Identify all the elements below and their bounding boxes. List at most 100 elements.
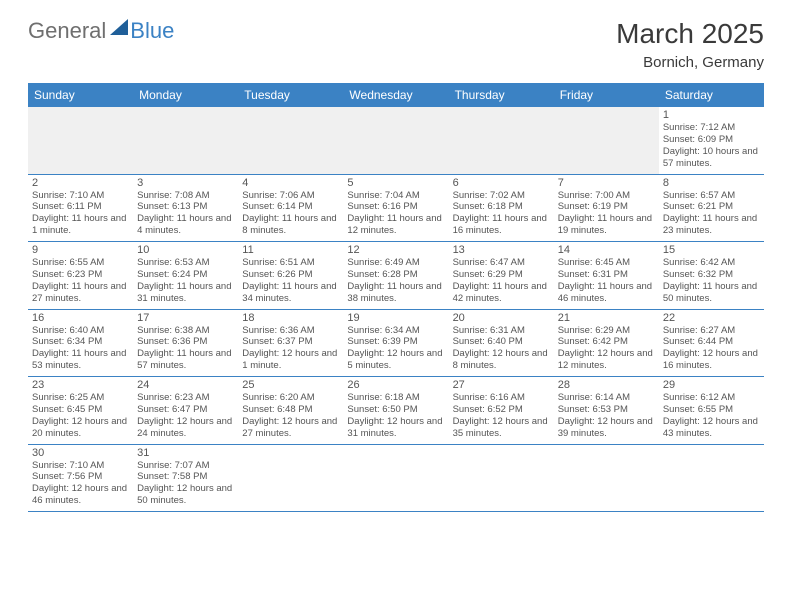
calendar-day-cell: 7Sunrise: 7:00 AMSunset: 6:19 PMDaylight… xyxy=(554,175,659,242)
daylight-line: Daylight: 12 hours and 50 minutes. xyxy=(137,483,234,507)
calendar-day-cell: 4Sunrise: 7:06 AMSunset: 6:14 PMDaylight… xyxy=(238,175,343,242)
calendar-day-cell: 21Sunrise: 6:29 AMSunset: 6:42 PMDayligh… xyxy=(554,310,659,377)
day-info: Sunrise: 7:04 AMSunset: 6:16 PMDaylight:… xyxy=(347,190,444,238)
sunrise-line: Sunrise: 6:51 AM xyxy=(242,257,339,269)
sunrise-line: Sunrise: 7:06 AM xyxy=(242,190,339,202)
calendar-week-row: 30Sunrise: 7:10 AMSunset: 7:56 PMDayligh… xyxy=(28,445,764,513)
daylight-line: Daylight: 11 hours and 12 minutes. xyxy=(347,213,444,237)
day-info: Sunrise: 6:49 AMSunset: 6:28 PMDaylight:… xyxy=(347,257,444,305)
calendar-day-cell: 29Sunrise: 6:12 AMSunset: 6:55 PMDayligh… xyxy=(659,377,764,444)
day-info: Sunrise: 7:08 AMSunset: 6:13 PMDaylight:… xyxy=(137,190,234,238)
calendar-day-cell: 14Sunrise: 6:45 AMSunset: 6:31 PMDayligh… xyxy=(554,242,659,309)
sunset-line: Sunset: 6:55 PM xyxy=(663,404,760,416)
sunrise-line: Sunrise: 6:55 AM xyxy=(32,257,129,269)
daylight-line: Daylight: 10 hours and 57 minutes. xyxy=(663,146,760,170)
sunrise-line: Sunrise: 6:16 AM xyxy=(453,392,550,404)
calendar-day-cell: 31Sunrise: 7:07 AMSunset: 7:58 PMDayligh… xyxy=(133,445,238,512)
day-info: Sunrise: 7:07 AMSunset: 7:58 PMDaylight:… xyxy=(137,460,234,508)
calendar-day-cell: 2Sunrise: 7:10 AMSunset: 6:11 PMDaylight… xyxy=(28,175,133,242)
sunrise-line: Sunrise: 6:49 AM xyxy=(347,257,444,269)
sunset-line: Sunset: 6:19 PM xyxy=(558,201,655,213)
sunrise-line: Sunrise: 7:07 AM xyxy=(137,460,234,472)
calendar-empty-cell xyxy=(343,107,448,174)
day-number: 13 xyxy=(453,244,550,256)
sunset-line: Sunset: 6:29 PM xyxy=(453,269,550,281)
calendar-week-row: 2Sunrise: 7:10 AMSunset: 6:11 PMDaylight… xyxy=(28,175,764,243)
weekday-header-row: SundayMondayTuesdayWednesdayThursdayFrid… xyxy=(28,83,764,107)
day-info: Sunrise: 7:00 AMSunset: 6:19 PMDaylight:… xyxy=(558,190,655,238)
daylight-line: Daylight: 11 hours and 1 minute. xyxy=(32,213,129,237)
calendar-day-cell: 17Sunrise: 6:38 AMSunset: 6:36 PMDayligh… xyxy=(133,310,238,377)
day-number: 10 xyxy=(137,244,234,256)
weekday-header-cell: Monday xyxy=(133,83,238,107)
sunrise-line: Sunrise: 6:57 AM xyxy=(663,190,760,202)
calendar-day-cell: 24Sunrise: 6:23 AMSunset: 6:47 PMDayligh… xyxy=(133,377,238,444)
day-number: 20 xyxy=(453,312,550,324)
sunrise-line: Sunrise: 6:45 AM xyxy=(558,257,655,269)
sunset-line: Sunset: 6:21 PM xyxy=(663,201,760,213)
weekday-header-cell: Sunday xyxy=(28,83,133,107)
month-title: March 2025 xyxy=(616,18,764,50)
calendar-day-cell: 11Sunrise: 6:51 AMSunset: 6:26 PMDayligh… xyxy=(238,242,343,309)
sunset-line: Sunset: 6:16 PM xyxy=(347,201,444,213)
weekday-header-cell: Friday xyxy=(554,83,659,107)
weekday-header-cell: Thursday xyxy=(449,83,554,107)
weekday-header-cell: Tuesday xyxy=(238,83,343,107)
sunset-line: Sunset: 6:26 PM xyxy=(242,269,339,281)
sunrise-line: Sunrise: 6:40 AM xyxy=(32,325,129,337)
sunrise-line: Sunrise: 7:02 AM xyxy=(453,190,550,202)
sunset-line: Sunset: 6:45 PM xyxy=(32,404,129,416)
sunrise-line: Sunrise: 6:31 AM xyxy=(453,325,550,337)
calendar-day-cell: 6Sunrise: 7:02 AMSunset: 6:18 PMDaylight… xyxy=(449,175,554,242)
sunrise-line: Sunrise: 6:23 AM xyxy=(137,392,234,404)
daylight-line: Daylight: 11 hours and 34 minutes. xyxy=(242,281,339,305)
day-info: Sunrise: 6:16 AMSunset: 6:52 PMDaylight:… xyxy=(453,392,550,440)
day-number: 29 xyxy=(663,379,760,391)
daylight-line: Daylight: 11 hours and 42 minutes. xyxy=(453,281,550,305)
daylight-line: Daylight: 12 hours and 5 minutes. xyxy=(347,348,444,372)
header: General Blue March 2025 Bornich, Germany xyxy=(0,0,792,77)
sunset-line: Sunset: 6:32 PM xyxy=(663,269,760,281)
daylight-line: Daylight: 11 hours and 50 minutes. xyxy=(663,281,760,305)
calendar-empty-cell xyxy=(238,107,343,174)
daylight-line: Daylight: 12 hours and 46 minutes. xyxy=(32,483,129,507)
sunrise-line: Sunrise: 6:14 AM xyxy=(558,392,655,404)
calendar-empty-cell xyxy=(449,107,554,174)
calendar: SundayMondayTuesdayWednesdayThursdayFrid… xyxy=(0,77,792,512)
daylight-line: Daylight: 11 hours and 23 minutes. xyxy=(663,213,760,237)
calendar-day-cell: 23Sunrise: 6:25 AMSunset: 6:45 PMDayligh… xyxy=(28,377,133,444)
calendar-empty-cell xyxy=(659,445,764,512)
sunrise-line: Sunrise: 6:36 AM xyxy=(242,325,339,337)
day-info: Sunrise: 6:38 AMSunset: 6:36 PMDaylight:… xyxy=(137,325,234,373)
day-number: 30 xyxy=(32,447,129,459)
day-info: Sunrise: 6:29 AMSunset: 6:42 PMDaylight:… xyxy=(558,325,655,373)
day-info: Sunrise: 6:12 AMSunset: 6:55 PMDaylight:… xyxy=(663,392,760,440)
sunrise-line: Sunrise: 7:04 AM xyxy=(347,190,444,202)
day-number: 1 xyxy=(663,109,760,121)
day-info: Sunrise: 6:47 AMSunset: 6:29 PMDaylight:… xyxy=(453,257,550,305)
day-number: 2 xyxy=(32,177,129,189)
day-number: 26 xyxy=(347,379,444,391)
calendar-week-row: 1Sunrise: 7:12 AMSunset: 6:09 PMDaylight… xyxy=(28,107,764,175)
daylight-line: Daylight: 11 hours and 8 minutes. xyxy=(242,213,339,237)
weekday-header-cell: Wednesday xyxy=(343,83,448,107)
day-number: 9 xyxy=(32,244,129,256)
sunset-line: Sunset: 6:47 PM xyxy=(137,404,234,416)
sunrise-line: Sunrise: 6:12 AM xyxy=(663,392,760,404)
day-number: 31 xyxy=(137,447,234,459)
day-number: 23 xyxy=(32,379,129,391)
daylight-line: Daylight: 11 hours and 16 minutes. xyxy=(453,213,550,237)
day-info: Sunrise: 6:57 AMSunset: 6:21 PMDaylight:… xyxy=(663,190,760,238)
sunset-line: Sunset: 6:44 PM xyxy=(663,336,760,348)
day-number: 17 xyxy=(137,312,234,324)
daylight-line: Daylight: 12 hours and 43 minutes. xyxy=(663,416,760,440)
sunrise-line: Sunrise: 6:29 AM xyxy=(558,325,655,337)
calendar-empty-cell xyxy=(554,107,659,174)
daylight-line: Daylight: 11 hours and 19 minutes. xyxy=(558,213,655,237)
daylight-line: Daylight: 12 hours and 20 minutes. xyxy=(32,416,129,440)
calendar-day-cell: 25Sunrise: 6:20 AMSunset: 6:48 PMDayligh… xyxy=(238,377,343,444)
day-number: 18 xyxy=(242,312,339,324)
calendar-day-cell: 22Sunrise: 6:27 AMSunset: 6:44 PMDayligh… xyxy=(659,310,764,377)
sunrise-line: Sunrise: 7:08 AM xyxy=(137,190,234,202)
sunset-line: Sunset: 6:28 PM xyxy=(347,269,444,281)
